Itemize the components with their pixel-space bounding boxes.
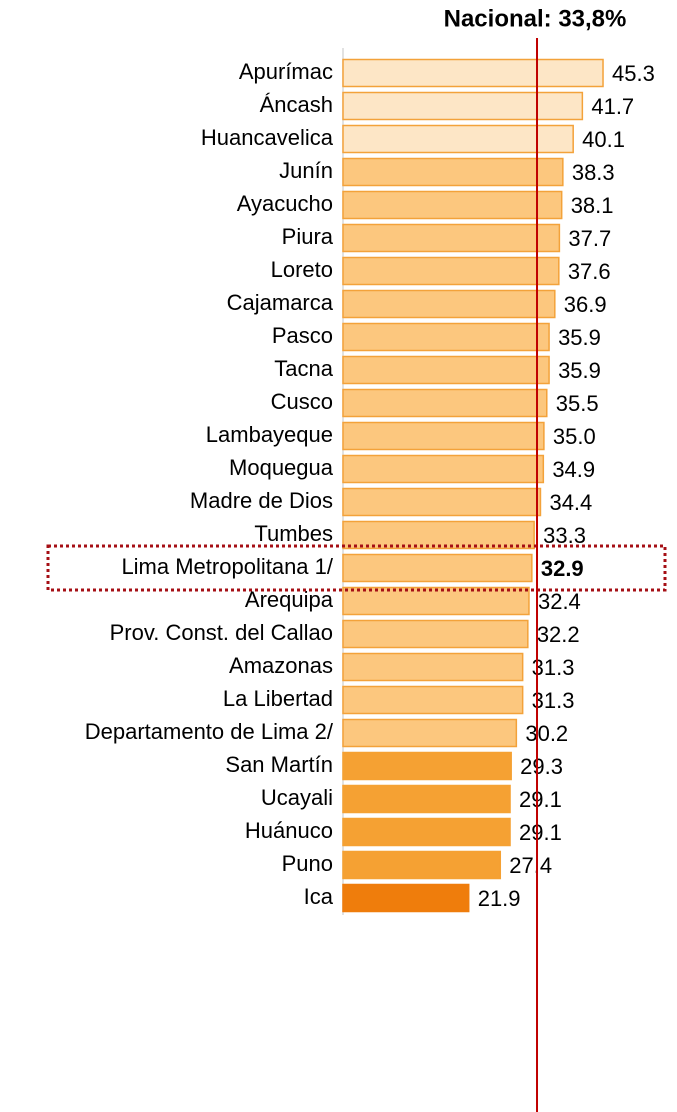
value-label: 32.9 bbox=[541, 556, 584, 581]
bar bbox=[342, 289, 556, 319]
bar bbox=[342, 421, 545, 451]
category-label: Prov. Const. del Callao bbox=[110, 620, 333, 645]
category-label: Áncash bbox=[260, 92, 333, 117]
value-label: 31.3 bbox=[532, 655, 575, 680]
value-label: 36.9 bbox=[564, 292, 607, 317]
category-label: Puno bbox=[282, 851, 333, 876]
bar bbox=[342, 91, 584, 121]
value-label: 40.1 bbox=[582, 127, 625, 152]
value-label: 45.3 bbox=[612, 61, 655, 86]
value-label: 31.3 bbox=[532, 688, 575, 713]
category-label: Arequipa bbox=[245, 587, 334, 612]
category-label: La Libertad bbox=[223, 686, 333, 711]
value-label: 21.9 bbox=[478, 886, 521, 911]
bar bbox=[342, 355, 550, 385]
value-label: 34.4 bbox=[549, 490, 592, 515]
bar bbox=[342, 586, 530, 616]
bar bbox=[342, 124, 574, 154]
bar bbox=[342, 751, 512, 781]
bar bbox=[342, 817, 511, 847]
category-label: Lima Metropolitana 1/ bbox=[121, 554, 333, 579]
value-label: 29.3 bbox=[520, 754, 563, 779]
bar bbox=[342, 520, 535, 550]
value-label: 33.3 bbox=[543, 523, 586, 548]
category-label: Loreto bbox=[271, 257, 333, 282]
bar bbox=[342, 223, 561, 253]
category-label: Huánuco bbox=[245, 818, 333, 843]
bar bbox=[342, 388, 548, 418]
value-label: 34.9 bbox=[552, 457, 595, 482]
category-label: Ica bbox=[304, 884, 334, 909]
value-label: 35.5 bbox=[556, 391, 599, 416]
bar bbox=[342, 553, 533, 583]
value-label: 38.3 bbox=[572, 160, 615, 185]
category-label: Piura bbox=[282, 224, 334, 249]
bar bbox=[342, 157, 564, 187]
value-label: 27.4 bbox=[509, 853, 552, 878]
value-label: 32.2 bbox=[537, 622, 580, 647]
bar bbox=[342, 718, 518, 748]
category-label: Pasco bbox=[272, 323, 333, 348]
value-label: 29.1 bbox=[519, 820, 562, 845]
bar bbox=[342, 322, 550, 352]
bar bbox=[342, 784, 511, 814]
category-label: Apurímac bbox=[239, 59, 333, 84]
category-label: Ayacucho bbox=[237, 191, 333, 216]
value-label: 35.0 bbox=[553, 424, 596, 449]
value-label: 35.9 bbox=[558, 325, 601, 350]
category-label: Amazonas bbox=[229, 653, 333, 678]
category-label: Madre de Dios bbox=[190, 488, 333, 513]
category-label: Ucayali bbox=[261, 785, 333, 810]
value-label: 35.9 bbox=[558, 358, 601, 383]
bar bbox=[342, 454, 545, 484]
category-label: Tacna bbox=[274, 356, 333, 381]
value-label: 37.7 bbox=[568, 226, 611, 251]
category-label: Departamento de Lima 2/ bbox=[85, 719, 334, 744]
highlight-box bbox=[46, 544, 667, 592]
value-label: 30.2 bbox=[525, 721, 568, 746]
category-label: Lambayeque bbox=[206, 422, 333, 447]
category-label: San Martín bbox=[225, 752, 333, 777]
category-label: Moquegua bbox=[229, 455, 334, 480]
category-label: Huancavelica bbox=[201, 125, 334, 150]
bar bbox=[342, 619, 529, 649]
bar bbox=[342, 58, 604, 88]
bar bbox=[342, 685, 524, 715]
reference-label: Nacional: 33,8% bbox=[444, 5, 627, 32]
bar bbox=[342, 850, 502, 880]
bar bbox=[342, 652, 524, 682]
bar bbox=[342, 487, 542, 517]
value-label: 38.1 bbox=[571, 193, 614, 218]
category-label: Cajamarca bbox=[227, 290, 334, 315]
value-label: 37.6 bbox=[568, 259, 611, 284]
value-label: 41.7 bbox=[591, 94, 634, 119]
bar bbox=[342, 883, 470, 913]
category-label: Tumbes bbox=[254, 521, 333, 546]
category-label: Cusco bbox=[271, 389, 333, 414]
bar bbox=[342, 256, 560, 286]
value-label: 29.1 bbox=[519, 787, 562, 812]
category-label: Junín bbox=[279, 158, 333, 183]
value-label: 32.4 bbox=[538, 589, 581, 614]
bar bbox=[342, 190, 563, 220]
